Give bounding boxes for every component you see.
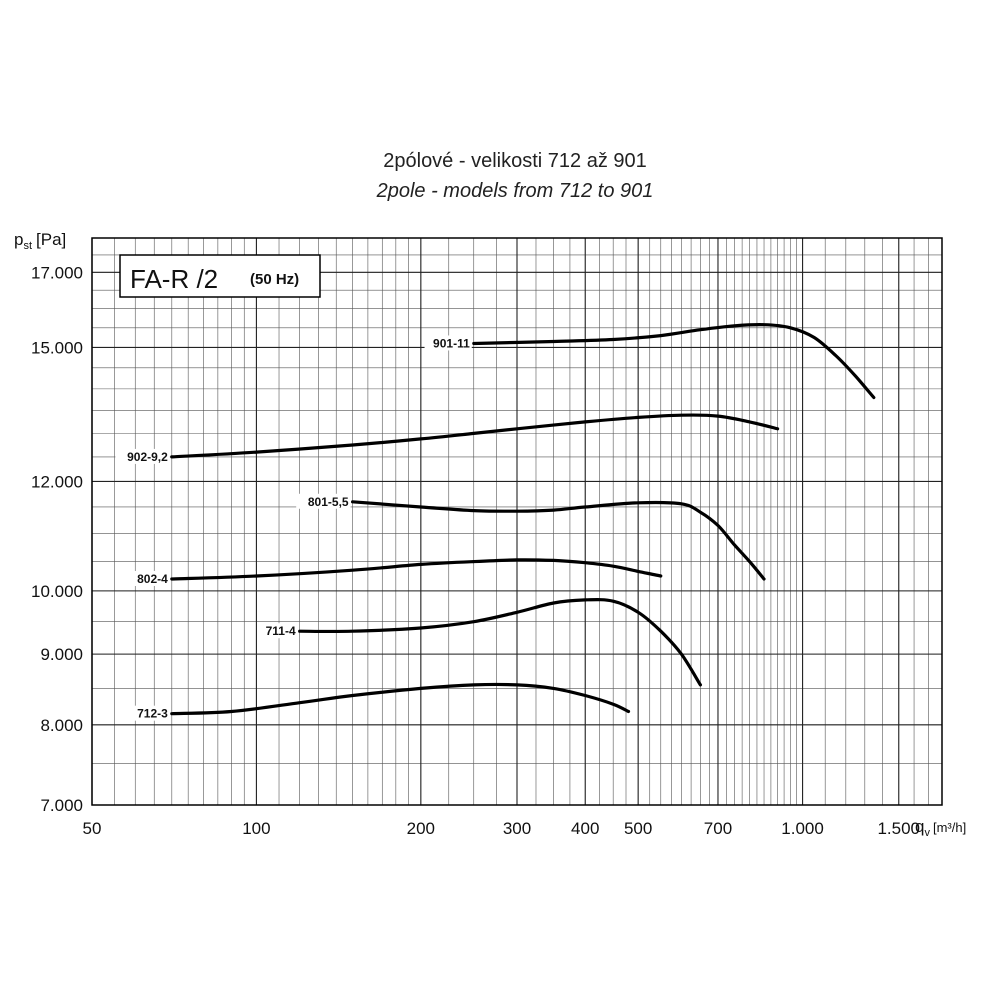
y-tick-label: 17.000 — [31, 263, 83, 282]
x-tick-label: 700 — [704, 819, 732, 838]
series-label-bg — [129, 705, 170, 721]
series-label-801-5-5: 801-5,5 — [308, 495, 349, 509]
series-label-bg — [129, 570, 170, 586]
x-axis-ticks: 50 100 200 300 400 500 700 1.000 1.500 — [83, 819, 920, 838]
x-axis-label-sub: v — [924, 827, 930, 839]
x-tick-label: 50 — [83, 819, 102, 838]
series-label-bg — [257, 623, 298, 639]
legend-box-frame — [119, 254, 321, 298]
series-line-711-4 — [298, 598, 702, 687]
x-tick-label: 100 — [242, 819, 270, 838]
series-label-901-11: 901-11 — [433, 336, 470, 350]
series-layer: 901-11 902-9,2 801-5,5 802-4 711-4 712-3 — [115, 323, 876, 721]
series-label-712-3: 712-3 — [137, 707, 168, 721]
legend-box-freq: (50 Hz) — [250, 271, 299, 288]
y-axis-label-sub: st — [23, 240, 32, 252]
legend-box-main: FA-R /2 — [130, 264, 218, 294]
x-axis-label-main: q — [915, 817, 924, 836]
series-label-802-4: 802-4 — [137, 572, 168, 586]
grid-major — [91, 238, 942, 806]
series-line-712-3 — [170, 682, 631, 716]
series-label-bg — [296, 493, 351, 509]
x-tick-label: 1.000 — [781, 819, 824, 838]
chart-title: 2pólové - velikosti 712 až 901 — [383, 150, 647, 172]
chart-subtitle: 2pole - models from 712 to 901 — [376, 180, 654, 202]
x-tick-label: 200 — [407, 819, 435, 838]
y-axis-label-unit: [Pa] — [36, 230, 66, 249]
y-tick-label: 12.000 — [31, 472, 83, 491]
y-axis-label: pst [Pa] — [14, 230, 66, 252]
y-axis-label-main: p — [14, 230, 23, 249]
series-label-bg — [115, 448, 170, 464]
series-label-bg — [424, 335, 472, 351]
y-tick-label: 7.000 — [40, 796, 83, 815]
series-line-902-9-2 — [170, 413, 780, 459]
y-tick-label: 15.000 — [31, 338, 83, 357]
x-axis-label: qv [m³/h] — [915, 817, 966, 839]
y-tick-label: 9.000 — [40, 645, 83, 664]
series-label-711-4: 711-4 — [266, 624, 296, 638]
x-tick-label: 400 — [571, 819, 599, 838]
x-axis-label-unit: [m³/h] — [933, 820, 966, 835]
x-tick-label: 300 — [503, 819, 531, 838]
x-tick-label: 500 — [624, 819, 652, 838]
y-tick-label: 8.000 — [40, 716, 83, 735]
series-label-902-9-2: 902-9,2 — [127, 450, 168, 464]
series-line-802-4 — [170, 558, 663, 581]
y-axis-ticks: 7.000 8.000 9.000 10.000 12.000 15.000 17.000 — [31, 263, 83, 815]
x-tick-label: 1.500 — [877, 819, 920, 838]
plot-frame — [91, 237, 943, 806]
legend-box: FA-R /2 (50 Hz) — [119, 254, 321, 298]
y-tick-label: 10.000 — [31, 582, 83, 601]
series-line-801-5-5 — [351, 500, 766, 581]
series-line-901-11 — [472, 323, 876, 400]
